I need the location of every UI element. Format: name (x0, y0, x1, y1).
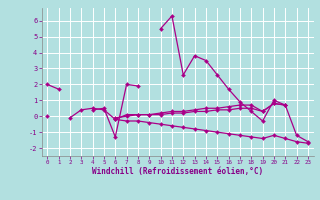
X-axis label: Windchill (Refroidissement éolien,°C): Windchill (Refroidissement éolien,°C) (92, 167, 263, 176)
